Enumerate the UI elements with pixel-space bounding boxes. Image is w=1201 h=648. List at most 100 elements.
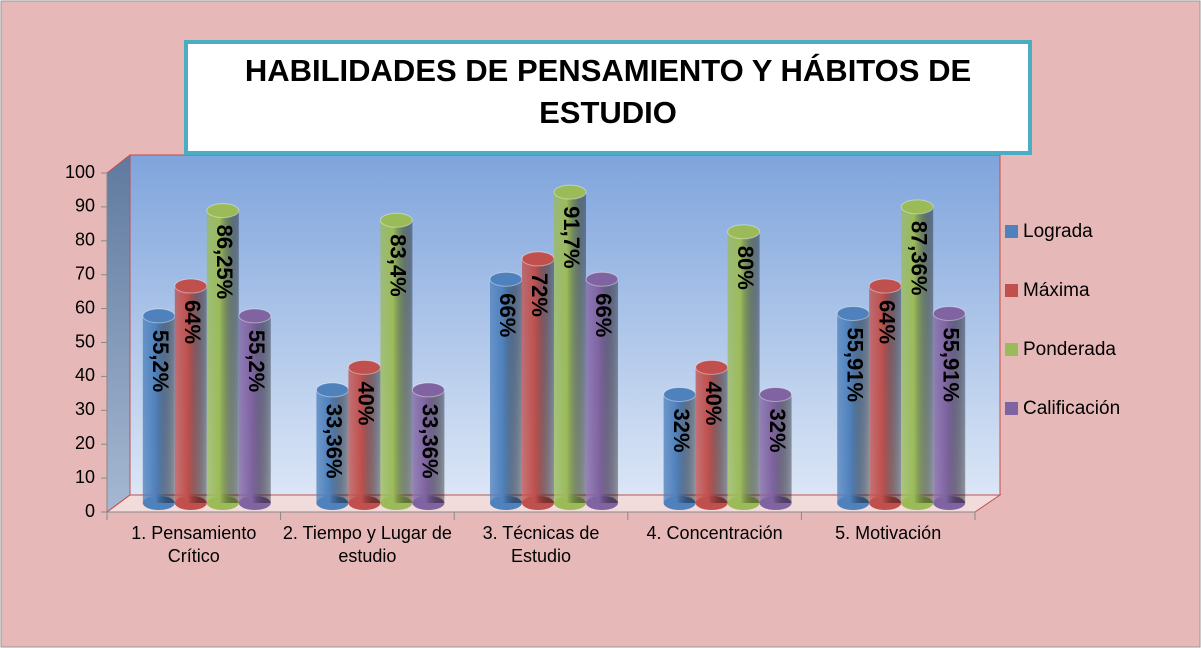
legend-swatch xyxy=(1005,343,1018,356)
cylinder-top xyxy=(142,308,176,324)
cylinder-top xyxy=(489,271,523,287)
cylinder-top xyxy=(174,278,208,294)
x-tick-label: 2. Tiempo y Lugar de estudio xyxy=(282,523,452,567)
y-tick-label: 60 xyxy=(75,297,95,317)
cylinder xyxy=(553,184,587,510)
y-tick-label: 50 xyxy=(75,331,95,351)
cylinder-top xyxy=(900,199,934,215)
x-tick-label: 5. Motivación xyxy=(835,523,942,543)
bar xyxy=(837,313,870,503)
bar xyxy=(142,315,175,503)
cylinder xyxy=(585,271,619,510)
bar xyxy=(586,279,618,503)
cylinder xyxy=(489,271,523,510)
bar xyxy=(174,286,207,503)
value-label: 55,91% xyxy=(842,327,867,402)
y-tick-label: 30 xyxy=(75,399,95,419)
x-label-wrap: 5. Motivación xyxy=(835,523,942,543)
bar xyxy=(727,231,760,504)
y-tick-label: 70 xyxy=(75,263,95,283)
value-label: 83,4% xyxy=(386,234,411,296)
bar xyxy=(554,192,586,503)
x-label-wrap: 2. Tiempo y Lugar de estudio xyxy=(282,523,452,567)
value-label: 64% xyxy=(874,300,899,344)
value-label: 40% xyxy=(701,381,726,425)
cylinder-top xyxy=(238,308,272,324)
cylinder-top xyxy=(206,203,240,219)
y-tick-label: 100 xyxy=(65,162,95,182)
value-label: 91,7% xyxy=(559,206,584,268)
value-label: 55,2% xyxy=(148,330,173,392)
y-tick-label: 80 xyxy=(75,230,95,250)
value-label: 80% xyxy=(733,246,758,290)
cylinder-top xyxy=(727,224,761,240)
bar xyxy=(348,367,381,503)
legend-swatch xyxy=(1005,284,1018,297)
cylinder xyxy=(379,212,413,510)
value-label: 66% xyxy=(591,293,616,337)
cylinder-top xyxy=(868,278,902,294)
cylinder xyxy=(142,308,176,510)
cylinder xyxy=(727,224,761,510)
bar xyxy=(490,279,522,503)
cylinder-top xyxy=(695,359,729,375)
x-tick-label: 1. Pensamiento Crítico xyxy=(131,523,257,567)
cylinder-top xyxy=(411,382,445,398)
cylinder-top xyxy=(836,305,870,321)
value-label: 40% xyxy=(354,381,379,425)
value-label: 32% xyxy=(765,409,790,453)
bar xyxy=(412,389,445,503)
value-label: 55,2% xyxy=(244,330,269,392)
x-tick-label: 4. Concentración xyxy=(646,523,783,543)
cylinder-top xyxy=(521,251,555,267)
bar xyxy=(933,313,966,503)
cylinder-top xyxy=(553,184,587,200)
value-label: 86,25% xyxy=(212,225,237,300)
x-label-wrap: 3. Técnicas de Estudio xyxy=(482,523,600,567)
value-label: 72% xyxy=(527,273,552,317)
cylinder-top xyxy=(379,212,413,228)
cylinder xyxy=(932,305,966,510)
y-tick-label: 20 xyxy=(75,433,95,453)
cylinder xyxy=(411,382,445,510)
x-label-wrap: 1. Pensamiento Crítico xyxy=(131,523,257,567)
y-tick-label: 90 xyxy=(75,196,95,216)
bar xyxy=(522,258,554,503)
bar xyxy=(316,389,349,503)
value-label: 87,36% xyxy=(906,221,931,296)
cylinder xyxy=(347,359,381,510)
legend-label: Calificación xyxy=(1023,398,1120,419)
cylinder xyxy=(238,308,272,510)
cylinder xyxy=(315,382,349,510)
bar xyxy=(238,315,271,503)
legend-swatch xyxy=(1005,225,1018,238)
chart-title: HABILIDADES DE PENSAMIENTO Y HÁBITOS DE … xyxy=(244,53,972,130)
value-label: 33,36% xyxy=(322,404,347,479)
value-label: 32% xyxy=(669,409,694,453)
x-label-wrap: 4. Concentración xyxy=(646,523,783,543)
legend-label: Máxima xyxy=(1023,280,1090,301)
x-tick-label: 3. Técnicas de Estudio xyxy=(482,523,600,567)
legend-label: Ponderada xyxy=(1023,339,1116,360)
cylinder xyxy=(663,387,697,510)
value-label: 33,36% xyxy=(418,404,443,479)
cylinder-top xyxy=(759,387,793,403)
cylinder-top xyxy=(932,305,966,321)
bar xyxy=(869,286,902,503)
cylinder-top xyxy=(663,387,697,403)
cylinder xyxy=(836,305,870,510)
legend-swatch xyxy=(1005,402,1018,415)
title-wrap: HABILIDADES DE PENSAMIENTO Y HÁBITOS DE … xyxy=(244,53,972,130)
y-tick-label: 10 xyxy=(75,467,95,487)
side-wall xyxy=(106,153,131,513)
value-label: 66% xyxy=(495,293,520,337)
bar xyxy=(901,206,934,503)
cylinder-top xyxy=(347,359,381,375)
cylinder xyxy=(900,199,934,510)
cylinder xyxy=(521,251,555,510)
bar xyxy=(695,367,728,503)
y-tick-label: 40 xyxy=(75,365,95,385)
cylinder-top xyxy=(315,382,349,398)
y-tick-label: 0 xyxy=(85,501,95,521)
